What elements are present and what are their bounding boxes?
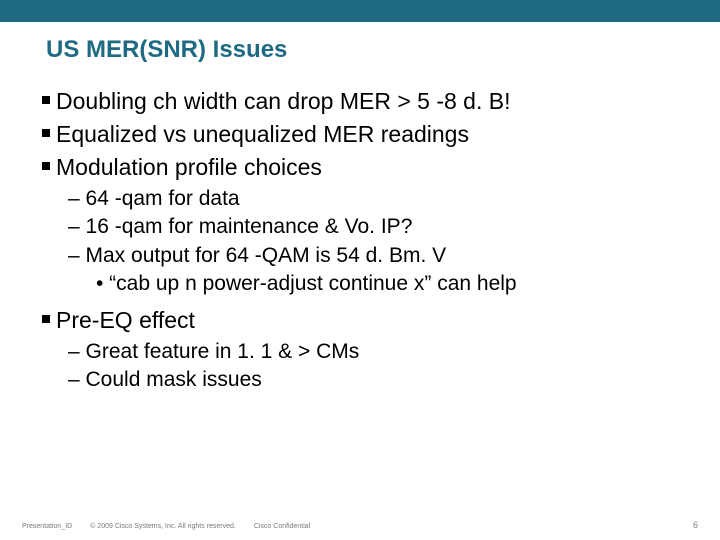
bullet-3-sub-2: – 16 -qam for maintenance & Vo. IP? (68, 213, 690, 241)
bullet-4-sub-2: – Could mask issues (68, 366, 690, 394)
bullet-2: Equalized vs unequalized MER readings (42, 119, 690, 150)
bullet-3-sub-1: – 64 -qam for data (68, 185, 690, 213)
bullet-4: Pre-EQ effect (42, 305, 690, 336)
bullet-4-text: Pre-EQ effect (56, 305, 195, 336)
bullet-2-text: Equalized vs unequalized MER readings (56, 119, 469, 150)
square-bullet-icon (42, 129, 50, 137)
square-bullet-icon (42, 162, 50, 170)
square-bullet-icon (42, 315, 50, 323)
footer-presentation-id: Presentation_ID (22, 523, 72, 530)
slide-content: Doubling ch width can drop MER > 5 -8 d.… (42, 86, 690, 394)
bullet-3-sub-3: – Max output for 64 -QAM is 54 d. Bm. V (68, 242, 690, 270)
bullet-1: Doubling ch width can drop MER > 5 -8 d.… (42, 86, 690, 117)
footer-copyright: © 2009 Cisco Systems, Inc. All rights re… (90, 523, 236, 530)
page-number: 6 (693, 520, 698, 530)
footer-confidential: Cisco Confidential (254, 523, 310, 530)
bullet-4-sub-1: – Great feature in 1. 1 & > CMs (68, 338, 690, 366)
bullet-1-text: Doubling ch width can drop MER > 5 -8 d.… (56, 86, 511, 117)
square-bullet-icon (42, 96, 50, 104)
bullet-3: Modulation profile choices (42, 152, 690, 183)
slide-title: US MER(SNR) Issues (46, 36, 287, 64)
bullet-3-text: Modulation profile choices (56, 152, 322, 183)
top-accent-bar (0, 0, 720, 22)
bullet-3-sub-3-a: • “cab up n power-adjust continue x” can… (96, 270, 690, 298)
footer: Presentation_ID © 2009 Cisco Systems, In… (22, 523, 310, 530)
